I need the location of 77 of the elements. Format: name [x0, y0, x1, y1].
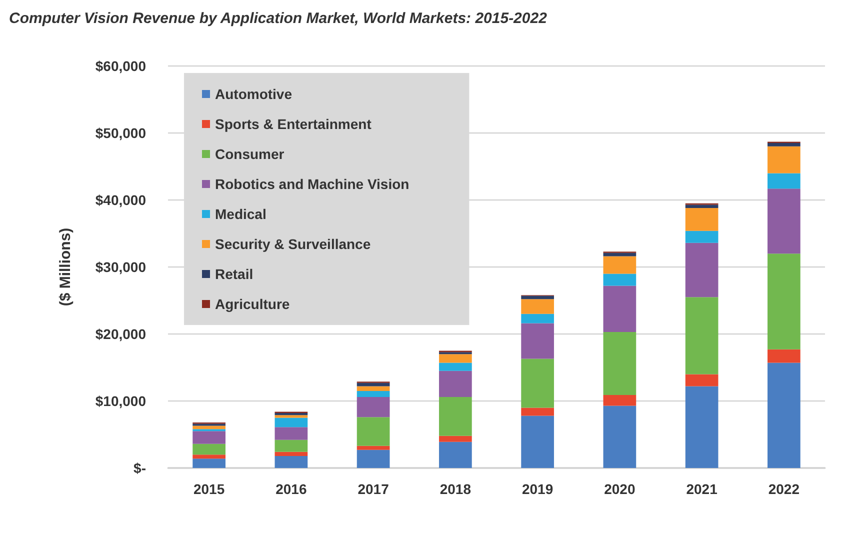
bar [768, 146, 800, 174]
bar [192, 454, 226, 459]
y-tick-label: $10,000 [95, 393, 146, 409]
bar [356, 390, 390, 397]
y-tick-label: $30,000 [95, 259, 146, 275]
bar [603, 252, 636, 256]
bar [356, 417, 390, 446]
bar [439, 442, 472, 468]
bar [192, 458, 226, 468]
bar [685, 208, 718, 231]
y-tick-label: $60,000 [95, 58, 146, 74]
bar [521, 314, 554, 324]
bar [603, 394, 636, 406]
bar [521, 358, 554, 408]
y-tick-label: $20,000 [95, 326, 146, 342]
legend-label: Consumer [215, 146, 285, 162]
bar [192, 426, 226, 430]
bar [768, 188, 800, 254]
x-tick-label: 2015 [193, 481, 225, 497]
x-tick-label: 2021 [686, 481, 718, 497]
bar [685, 204, 718, 208]
x-tick-label: 2016 [276, 481, 307, 497]
bar [521, 299, 554, 314]
bar [603, 406, 636, 468]
bar [439, 396, 472, 436]
bar [274, 440, 308, 452]
bar [768, 143, 800, 146]
x-tick-label: 2019 [522, 481, 554, 497]
x-tick-label: 2017 [358, 481, 390, 497]
legend-label: Security & Surveillance [215, 236, 371, 252]
bar [768, 362, 800, 468]
y-tick-label: $- [134, 460, 146, 476]
bar [603, 256, 636, 274]
bar [685, 297, 718, 374]
bar [274, 418, 308, 428]
bar [192, 444, 226, 455]
x-tick-label: 2020 [604, 481, 636, 497]
bar [603, 332, 636, 395]
chart-title: Computer Vision Revenue by Application Market, World Markets: 2015-2022 [9, 10, 548, 27]
bar [603, 274, 636, 286]
bar [768, 254, 800, 350]
bar [685, 242, 718, 298]
bar [356, 386, 390, 391]
bar [521, 296, 554, 300]
bar [685, 374, 718, 386]
bar [521, 408, 554, 416]
bar [356, 446, 390, 450]
bar [274, 452, 308, 456]
bar [356, 450, 390, 468]
y-tick-label: $50,000 [95, 125, 146, 141]
bar [274, 456, 308, 468]
bar [439, 354, 472, 363]
bar [356, 382, 390, 386]
bar [356, 396, 390, 418]
bar [192, 431, 226, 444]
legend-label: Retail [215, 266, 254, 282]
bar [274, 427, 308, 440]
bar [521, 416, 554, 468]
bar [521, 323, 554, 359]
legend-label: Agriculture [215, 296, 290, 312]
bar [685, 386, 718, 468]
y-axis-title: ($ Millions) [57, 228, 74, 306]
bar [274, 415, 308, 418]
bar [768, 349, 800, 363]
bar [768, 173, 800, 189]
legend-label: Medical [215, 206, 266, 222]
bar [439, 362, 472, 371]
bar [685, 230, 718, 243]
x-tick-label: 2018 [440, 481, 472, 497]
legend-label: Sports & Entertainment [215, 116, 372, 132]
y-tick-label: $40,000 [95, 192, 146, 208]
legend-label: Robotics and Machine Vision [215, 176, 410, 192]
x-tick-label: 2022 [768, 481, 800, 497]
bar [439, 436, 472, 442]
bar [439, 370, 472, 397]
legend-label: Automotive [215, 86, 292, 102]
bar [603, 286, 636, 332]
